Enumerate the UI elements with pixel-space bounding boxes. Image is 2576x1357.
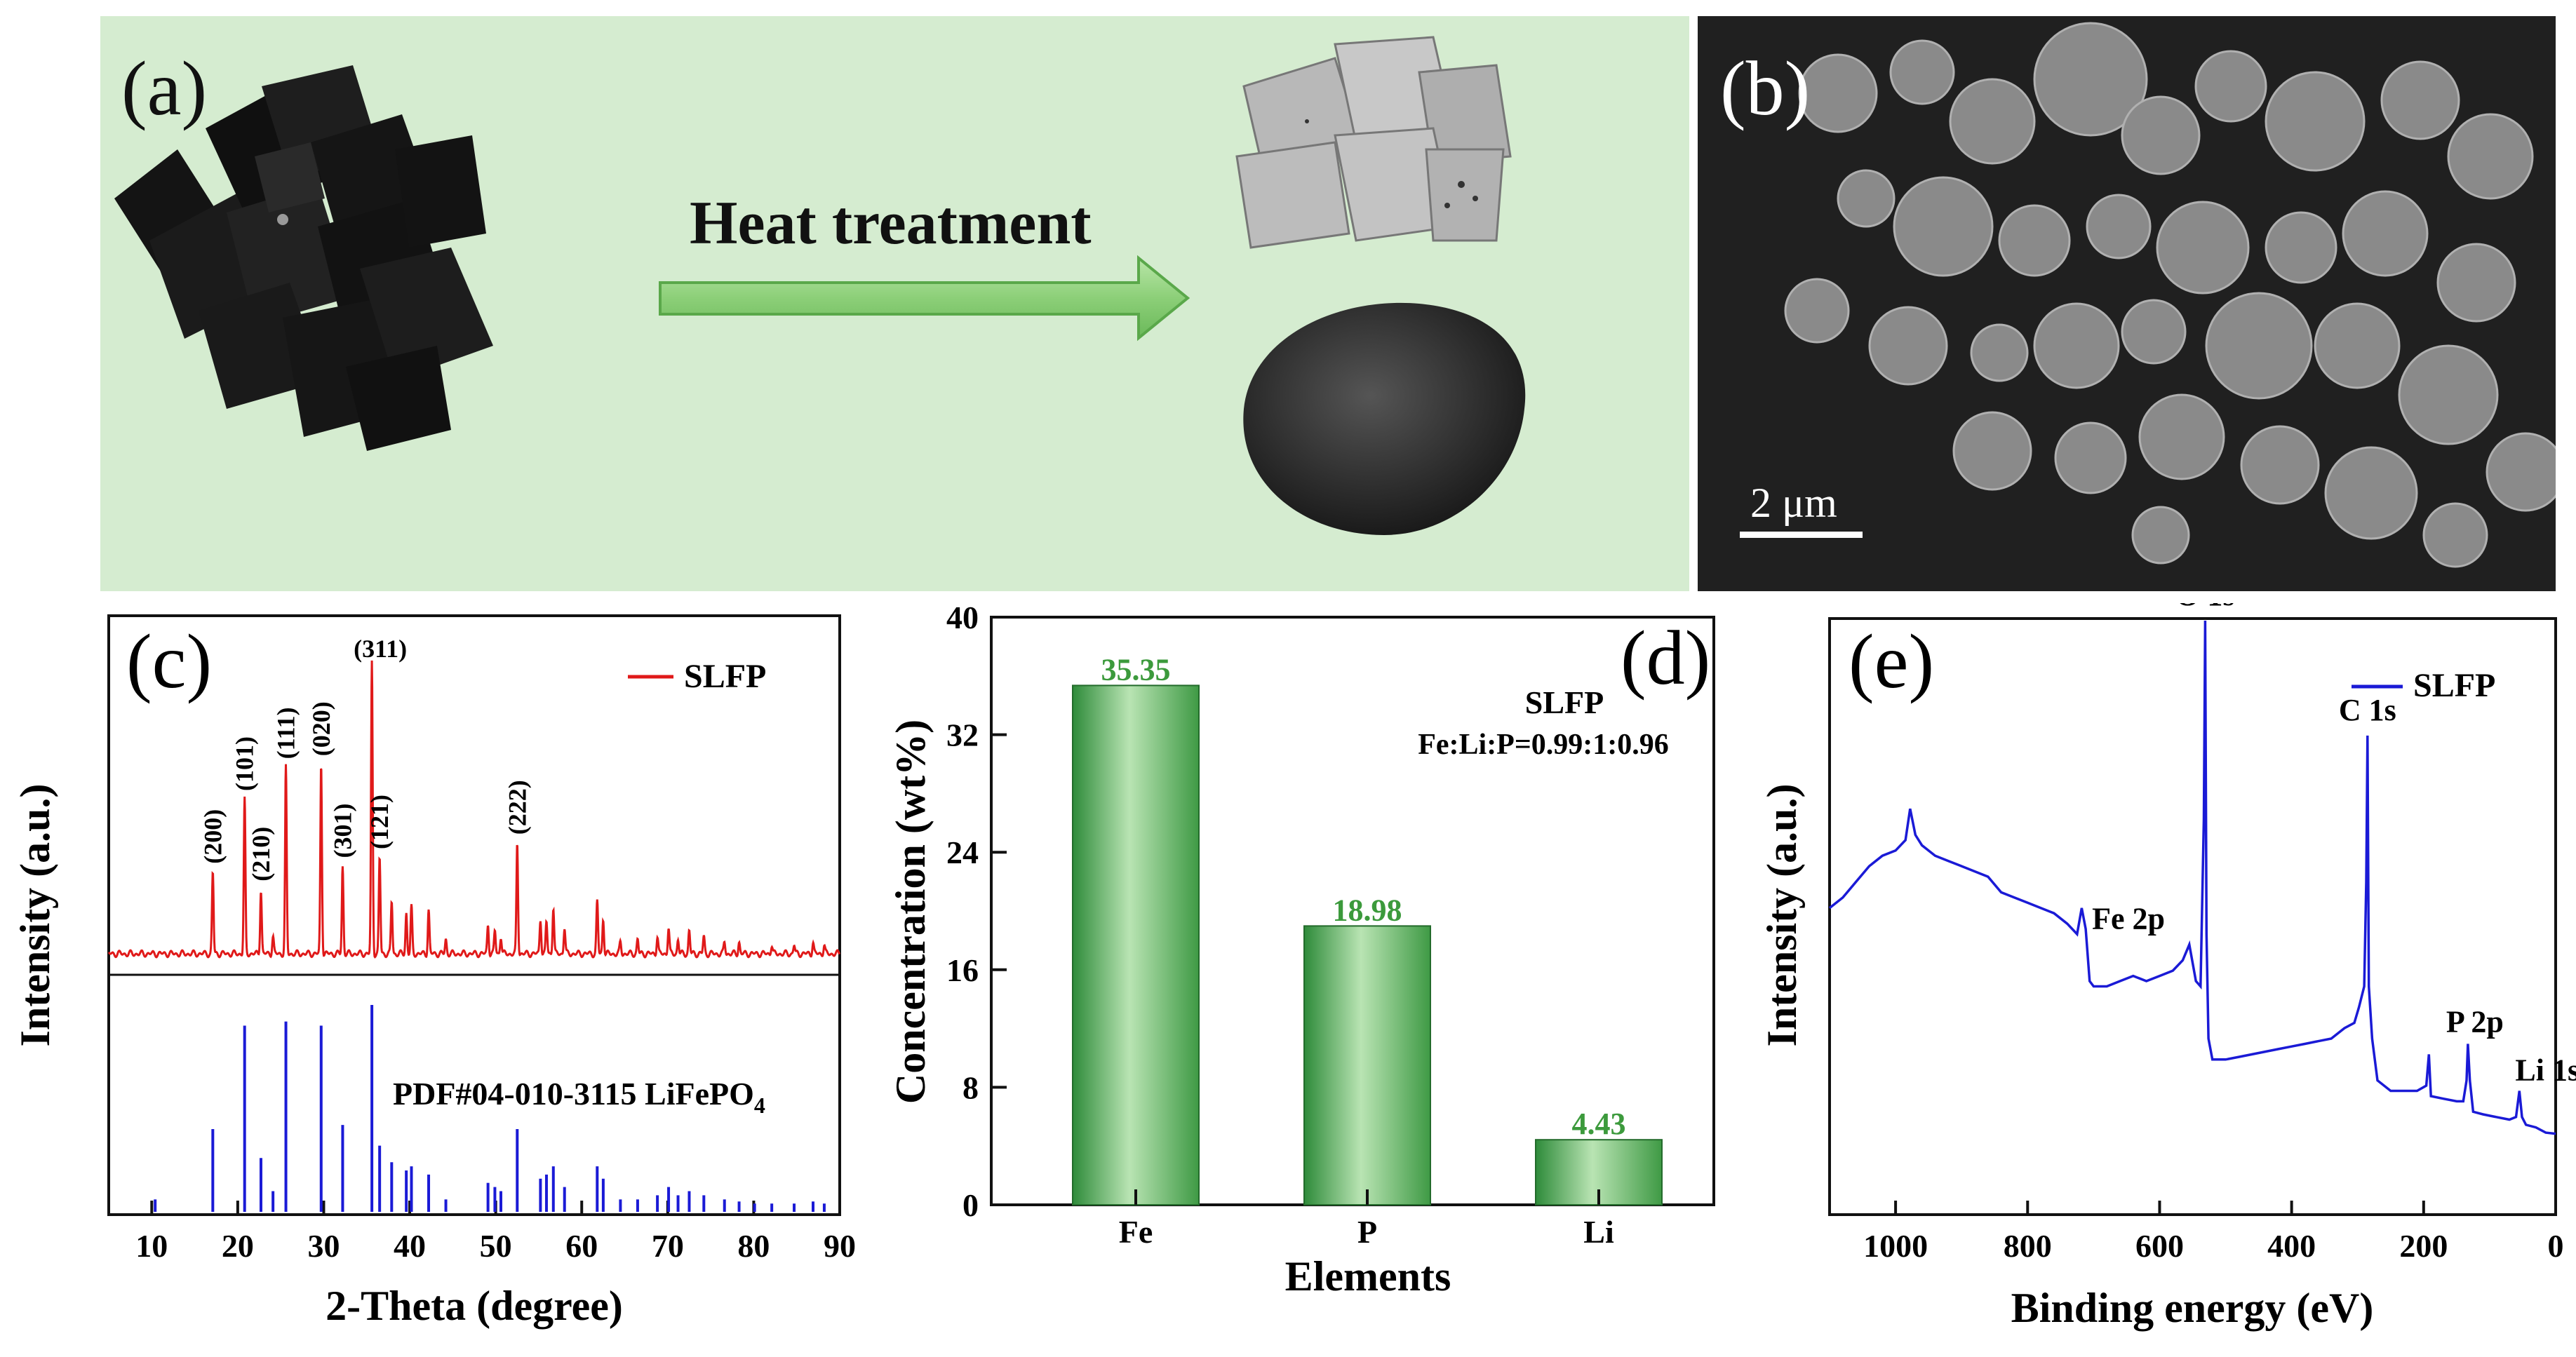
xrd-peak-label: (311) [354, 635, 407, 663]
xps-legend-label: SLFP [2413, 667, 2495, 704]
panel-c-label: (c) [126, 619, 212, 704]
bar-ylabel: Concentration (wt%) [887, 720, 934, 1104]
xps-x-tick-label: 400 [2267, 1228, 2316, 1264]
xps-frame [1828, 617, 2557, 1216]
xrd-x-tick-label: 20 [222, 1228, 254, 1264]
xrd-x-tick-label: 60 [565, 1228, 598, 1264]
panel-b-sem-image: (b) 2 μm [1698, 16, 2556, 591]
bar-y-tick-label: 40 [946, 603, 979, 635]
xrd-xlabel: 2-Theta (degree) [326, 1283, 623, 1329]
bar-annotation-title: SLFP [1525, 684, 1604, 720]
bar-x-tick-label: P [1357, 1214, 1377, 1250]
xrd-ylabel: Intensity (a.u.) [12, 783, 58, 1046]
scale-bar [1740, 532, 1863, 538]
bar-x-tick-label: Li [1583, 1214, 1614, 1250]
xps-plot: 1000 800 600 400 200 0 O 1s C 1s Fe 2p P 2p Li 1s… [1759, 578, 2576, 1331]
bar-value-label: 4.43 [1572, 1107, 1626, 1141]
xrd-x-tick-label: 70 [652, 1228, 684, 1264]
bar-x-tick-label: Fe [1119, 1214, 1153, 1250]
xps-spectrum-line [1828, 620, 2556, 1135]
xps-x-tick-label: 200 [2399, 1228, 2448, 1264]
bar-y-tick-label: 32 [946, 717, 979, 753]
concentration-plot: 0 8 16 24 32 40 35.35 Fe 18.98 P 4.43 Li SLFP Fe:L… [887, 600, 1715, 1299]
xps-x-tick-label: 800 [2004, 1228, 2052, 1264]
bar-value-label: 35.35 [1101, 652, 1171, 687]
xps-peak-label: P 2p [2446, 1004, 2504, 1039]
xrd-x-tick-label: 40 [394, 1228, 426, 1264]
xrd-plot: 10 20 30 40 50 60 70 80 90 (200)(101)(210)(111)(… [12, 614, 856, 1329]
xrd-peak-label: (121) [365, 795, 394, 849]
xps-peak-label: Li 1s [2515, 1053, 2576, 1087]
bar-value-label: 18.98 [1333, 893, 1402, 927]
bar-fe [1072, 684, 1200, 1206]
bar-y-tick-label: 24 [946, 835, 979, 870]
black-powder-pile [1243, 302, 1526, 535]
bar-y-tick-label: 16 [946, 952, 979, 988]
panel-a-label: (a) [121, 46, 208, 131]
xrd-reference-label: PDF#04-010-3115 LiFePO4 [393, 1076, 765, 1118]
xrd-peak-label: (222) [503, 780, 531, 835]
xps-ylabel: Intensity (a.u.) [1759, 783, 1805, 1046]
panel-a-photo: (a) Heat treatment [100, 16, 1689, 591]
xps-xlabel: Binding energy (eV) [2011, 1285, 2374, 1331]
grey-flakes [1235, 36, 1512, 249]
xrd-peak-label: (200) [199, 809, 227, 864]
xrd-x-tick-label: 90 [824, 1228, 856, 1264]
bar-xlabel: Elements [1285, 1253, 1451, 1299]
xps-peak-label: O 1s [2175, 603, 2234, 612]
xrd-x-tick-label: 30 [307, 1228, 340, 1264]
bar-y-tick-label: 0 [962, 1187, 979, 1223]
xrd-frame [107, 614, 841, 1216]
xrd-x-tick-label: 80 [737, 1228, 770, 1264]
sem-particles [1740, 22, 2556, 568]
black-electrode-sheets [114, 65, 493, 451]
xrd-peak-label: (020) [307, 701, 335, 756]
panel-e-label: (e) [1849, 619, 1934, 704]
xrd-peak-label: (210) [247, 827, 275, 882]
xrd-peak-label: (101) [231, 736, 259, 791]
panel-b-label: (b) [1720, 46, 1811, 131]
panel-d-label: (d) [1621, 615, 1710, 701]
bar-p [1303, 925, 1431, 1206]
panel-a-illustration [114, 36, 1526, 535]
xps-x-tick-label: 1000 [1863, 1228, 1928, 1264]
bar-y-tick-label: 8 [962, 1069, 979, 1105]
xps-peak-label: Fe 2p [2092, 901, 2165, 936]
xps-x-tick-label: 0 [2548, 1228, 2564, 1264]
xps-x-tick-label: 600 [2135, 1228, 2184, 1264]
scale-bar-label: 2 μm [1750, 480, 1837, 526]
xrd-pattern-line [107, 660, 840, 959]
xrd-peak-label: (301) [328, 804, 356, 858]
panel-e-xps-chart: 1000 800 600 400 200 0 O 1s C 1s Fe 2p P 2p Li 1s… [1733, 578, 2576, 1353]
xrd-peak-label: (111) [272, 707, 300, 759]
xrd-x-tick-label: 10 [135, 1228, 168, 1264]
panel-d-bar-chart: 0 8 16 24 32 40 35.35 Fe 18.98 P 4.43 Li SLFP Fe:L… [863, 600, 1733, 1353]
xrd-x-tick-label: 50 [480, 1228, 512, 1264]
xps-peak-label: C 1s [2339, 693, 2396, 727]
heat-treatment-label: Heat treatment [690, 189, 1092, 257]
panel-c-xrd-chart: 10 20 30 40 50 60 70 80 90 (200) (101) (210) (111)(… [0, 603, 863, 1353]
heat-treatment-arrow [659, 255, 1190, 342]
bar-annotation-ratio: Fe:Li:P=0.99:1:0.96 [1418, 729, 1669, 761]
xrd-legend-label: SLFP [684, 658, 766, 695]
